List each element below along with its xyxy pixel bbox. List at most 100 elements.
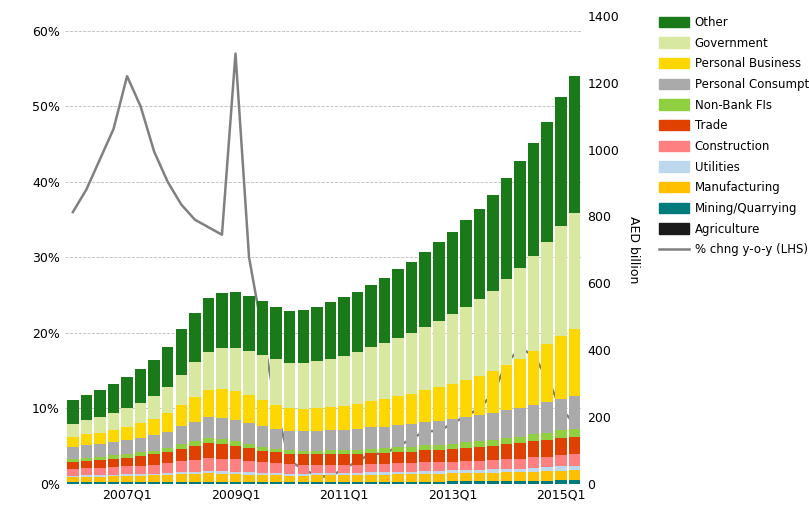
% chng y-o-y (LHS) [150,148,159,155]
Bar [270,449,282,452]
Bar [515,437,526,443]
Bar [460,417,472,442]
Bar [379,472,391,475]
Bar [555,480,566,483]
Bar [338,450,349,454]
Bar [515,443,526,459]
Bar [176,472,187,474]
Bar [256,301,269,355]
Bar [487,472,499,481]
Bar [108,482,119,483]
Bar [202,471,214,473]
Bar [311,454,323,464]
Bar [460,473,472,481]
Bar [81,475,92,477]
% chng y-o-y (LHS) [379,451,389,457]
Bar [284,363,295,408]
Bar [555,438,566,455]
% chng y-o-y (LHS) [271,405,281,411]
Bar [244,461,255,472]
Bar [202,443,214,458]
Bar [311,361,323,408]
Bar [94,457,106,460]
Bar [176,427,187,444]
Bar [460,448,472,461]
Bar [176,461,187,472]
Bar [121,482,133,483]
% chng y-o-y (LHS) [475,405,485,411]
Bar [148,482,160,483]
Bar [528,441,540,457]
Bar [392,396,404,425]
Bar [94,482,106,483]
Bar [81,445,92,458]
Bar [121,454,133,458]
% chng y-o-y (LHS) [325,473,335,480]
Bar [94,460,106,468]
Bar [202,473,214,482]
Bar [569,480,580,483]
Bar [433,474,445,482]
Bar [541,242,553,344]
Bar [324,302,336,359]
Bar [406,261,417,333]
Bar [474,473,485,481]
Bar [135,466,146,474]
Bar [121,476,133,482]
Bar [569,76,580,213]
Bar [256,451,269,462]
Bar [447,470,458,473]
% chng y-o-y (LHS) [570,420,579,427]
Bar [270,429,282,449]
Bar [379,482,391,483]
Bar [230,482,241,483]
Bar [202,390,214,417]
Bar [501,279,512,365]
Bar [148,436,160,451]
Bar [420,482,431,483]
Bar [460,380,472,417]
Bar [94,477,106,482]
Bar [270,307,282,359]
Bar [392,448,404,452]
Bar [379,449,391,453]
Bar [324,407,336,430]
Bar [366,348,377,401]
Bar [311,307,323,361]
Bar [311,431,323,451]
Bar [541,467,553,471]
Bar [379,475,391,482]
Bar [298,363,309,409]
Bar [244,351,255,395]
Bar [528,404,540,434]
Bar [81,468,92,475]
Bar [447,449,458,461]
Bar [487,440,499,446]
Bar [189,482,201,483]
Bar [176,375,187,404]
Bar [324,359,336,407]
Bar [162,347,173,387]
Bar [148,464,160,473]
Bar [460,481,472,483]
Bar [108,442,119,456]
Bar [338,473,349,475]
Bar [541,481,553,483]
Bar [555,466,566,471]
Bar [487,291,499,371]
Bar [501,410,512,438]
Bar [433,421,445,445]
Bar [555,471,566,480]
Bar [284,476,295,482]
Bar [569,454,580,466]
% chng y-o-y (LHS) [299,466,308,472]
Bar [515,481,526,483]
Bar [366,449,377,453]
Bar [338,464,349,473]
Bar [94,417,106,433]
Bar [244,444,255,448]
Bar [406,471,417,474]
Bar [352,482,363,483]
Bar [230,420,241,441]
Bar [311,475,323,482]
